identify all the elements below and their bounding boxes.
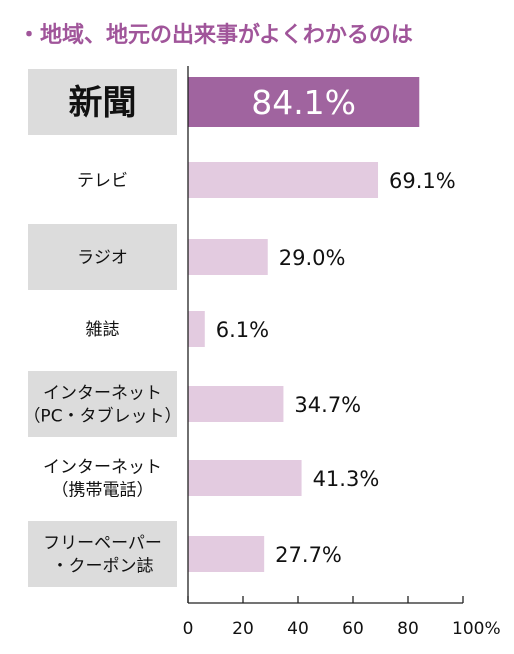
bars <box>188 77 420 572</box>
bar <box>188 460 302 496</box>
bar <box>188 77 420 127</box>
value-label: 84.1% <box>251 83 356 122</box>
x-tick-label: 0 <box>183 619 194 639</box>
value-label: 6.1% <box>216 318 269 342</box>
x-tick-label: 80 <box>397 619 419 639</box>
category-label: インターネット（PC・タブレット） <box>23 384 181 427</box>
category-label-background <box>28 224 177 290</box>
value-label: 29.0% <box>279 246 346 270</box>
bar <box>188 311 205 347</box>
x-tick-label: 100% <box>452 619 501 639</box>
value-labels: 84.1% 69.1% 29.0% 6.1% 34.7% 41.3% 27.7% <box>216 83 456 567</box>
bar <box>188 386 284 422</box>
value-label: 27.7% <box>275 543 342 567</box>
x-tick-label: 60 <box>342 619 364 639</box>
category-label: フリーペーパー・クーポン誌 <box>43 534 162 577</box>
category-label-background <box>28 371 177 437</box>
bar <box>188 536 265 572</box>
x-tick-label: 20 <box>232 619 254 639</box>
value-label: 41.3% <box>313 467 380 491</box>
category-label: テレビ <box>77 171 128 191</box>
x-tick-label: 40 <box>287 619 309 639</box>
category-label: インターネット（携帯電話） <box>43 458 162 501</box>
value-label: 34.7% <box>294 393 361 417</box>
category-label: ラジオ <box>77 248 128 268</box>
bar <box>188 162 379 198</box>
bar <box>188 239 268 275</box>
category-label-background <box>28 69 177 135</box>
category-label: 新聞 <box>69 83 137 123</box>
category-label-background <box>28 521 177 587</box>
category-label: 雑誌 <box>86 320 120 340</box>
x-axis: 0 20 40 60 80 100% <box>183 66 501 639</box>
value-label: 69.1% <box>389 169 456 193</box>
chart-title: ・地域、地元の出来事がよくわかるのは <box>18 22 413 48</box>
category-label-backgrounds <box>28 69 177 587</box>
